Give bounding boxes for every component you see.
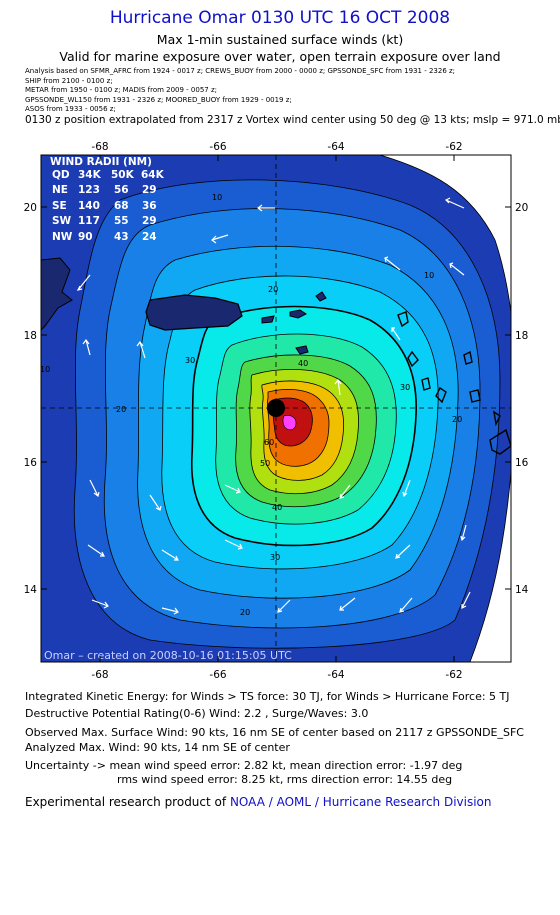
wind-radii-cell: 29 [142, 215, 157, 227]
lat-tick-label-left: 14 [24, 584, 38, 596]
wind-radii-table: WIND RADII (NM) QD 34K 50K 64K NE 123 56… [50, 156, 165, 243]
wind-radii-cell: NW [52, 231, 73, 243]
contour-label: 50 [260, 459, 270, 468]
lon-tick-label-bottom: -66 [209, 669, 226, 680]
contour-label: 20 [240, 608, 250, 617]
lon-tick-label-top: -68 [91, 141, 108, 153]
wind-radii-cell: 55 [114, 215, 129, 227]
uncertainty-line-2: rms wind speed error: 8.25 kt, rms direc… [117, 773, 453, 786]
contour-band-max [282, 415, 297, 431]
source-line: ASOS from 1933 - 0056 z; [25, 105, 116, 114]
lat-tick-label-right: 18 [515, 330, 528, 342]
wind-radii-cell: 117 [78, 215, 100, 227]
wind-radii-col: 50K [111, 169, 135, 181]
wind-radii-header: WIND RADII (NM) [50, 156, 152, 168]
lon-tick-label-bottom: -62 [445, 669, 462, 680]
lon-tick-label-top: -66 [209, 141, 226, 153]
lat-tick-label-right: 20 [515, 202, 528, 214]
wind-radii-cell: SW [52, 215, 72, 227]
contour-label: 10 [40, 365, 50, 374]
source-line: SHIP from 2100 - 0100 z; [25, 76, 113, 85]
wind-radii-cell: 24 [142, 231, 157, 243]
ike-line: Integrated Kinetic Energy: for Winds > T… [25, 690, 510, 703]
lat-tick-label-left: 18 [24, 330, 37, 342]
wind-radii-cell: NE [52, 184, 68, 196]
wind-map: 10 10 10 20 20 20 20 30 30 30 40 40 50 6… [24, 141, 529, 680]
subtitle-wind: Max 1-min sustained surface winds (kt) [156, 32, 404, 47]
lat-tick-label-right: 14 [515, 584, 529, 596]
wind-radii-cell: 43 [114, 231, 129, 243]
contour-label: 10 [424, 271, 434, 280]
contour-label: 60 [264, 438, 274, 447]
source-line: METAR from 1950 - 0100 z; MADIS from 200… [25, 86, 218, 95]
lat-tick-label-left: 20 [24, 202, 37, 214]
land-hispaniola [41, 257, 73, 331]
lon-tick-label-top: -64 [327, 141, 344, 153]
wind-radii-cell: 123 [78, 184, 100, 196]
wind-radii-cell: 90 [78, 231, 93, 243]
source-line: Analysis based on SFMR_AFRC from 1924 - … [25, 67, 456, 75]
wind-radii-col: QD [52, 169, 70, 181]
wind-radii-cell: SE [52, 200, 67, 212]
contour-label: 20 [116, 405, 126, 414]
land-virgin-islands [261, 291, 327, 355]
lon-tick-label-bottom: -64 [327, 669, 344, 680]
wind-radii-cell: 29 [142, 184, 157, 196]
contour-label: 40 [298, 359, 308, 368]
position-note: 0130 z position extrapolated from 2317 z… [25, 114, 560, 126]
wind-radii-col: 64K [141, 169, 165, 181]
lat-tick-label-left: 16 [24, 457, 38, 469]
contour-label: 20 [268, 285, 278, 294]
credit-org-link[interactable]: NOAA / AOML / Hurricane Research Divisio… [229, 795, 492, 809]
plot-frame [40, 154, 512, 663]
contour-label: 30 [270, 553, 280, 562]
contour-label: 40 [272, 503, 282, 512]
wind-radii-col: 34K [78, 169, 102, 181]
wind-contours [41, 155, 511, 662]
axis-ticks [41, 155, 511, 662]
credit-prefix: Experimental research product of [25, 795, 227, 809]
contour-label: 30 [185, 356, 195, 365]
lon-tick-label-bottom: -68 [91, 669, 108, 680]
credit-line: Experimental research product of NOAA / … [25, 795, 492, 809]
contour-label: 30 [400, 383, 410, 392]
page-title: Hurricane Omar 0130 UTC 16 OCT 2008 [109, 8, 451, 28]
contour-label: 10 [212, 193, 222, 202]
wind-radii-cell: 68 [114, 200, 129, 212]
subtitle-exposure: Valid for marine exposure over water, op… [59, 49, 501, 64]
land-lesser-antilles [397, 311, 511, 455]
source-line: GPSSONDE_WL150 from 1931 - 2326 z; MOORE… [25, 95, 292, 104]
lat-tick-label-right: 16 [515, 457, 529, 469]
data-sources: Analysis based on SFMR_AFRC from 1924 - … [25, 67, 555, 115]
wind-radii-cell: 36 [142, 200, 157, 212]
wind-radii-cell: 56 [114, 184, 129, 196]
wind-arrows [76, 197, 471, 615]
lon-tick-label-top: -62 [445, 141, 462, 153]
observed-max-line: Observed Max. Surface Wind: 90 kts, 16 n… [25, 726, 524, 739]
axis-tick-labels: -68 -66 -64 -62 -68 -66 -64 -62 20 18 16… [24, 141, 529, 680]
wind-radii-cell: 140 [78, 200, 100, 212]
analyzed-max-line: Analyzed Max. Wind: 90 kts, 14 nm SE of … [25, 741, 290, 754]
contour-label: 20 [452, 415, 462, 424]
dpr-line: Destructive Potential Rating(0-6) Wind: … [25, 707, 369, 720]
uncertainty-line-1: Uncertainty -> mean wind speed error: 2.… [25, 759, 463, 772]
map-footer: Omar – created on 2008-10-16 01:15:05 UT… [44, 649, 292, 662]
land-puerto-rico [145, 294, 243, 331]
contour-labels: 10 10 10 20 20 20 20 30 30 30 40 40 50 6… [40, 193, 462, 617]
